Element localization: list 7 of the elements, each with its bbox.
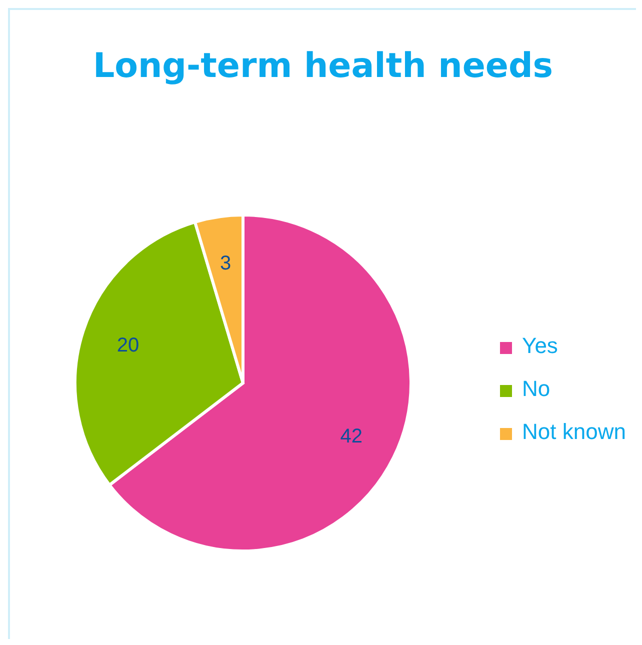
data-label: 3 <box>220 252 232 274</box>
data-label: 20 <box>116 334 140 357</box>
chart-title: Long-term health needs <box>92 46 554 86</box>
legend-label: No <box>522 376 550 400</box>
legend-label: Yes <box>522 332 558 358</box>
data-label: 42 <box>340 426 363 448</box>
legend-label: Not known <box>522 418 626 444</box>
